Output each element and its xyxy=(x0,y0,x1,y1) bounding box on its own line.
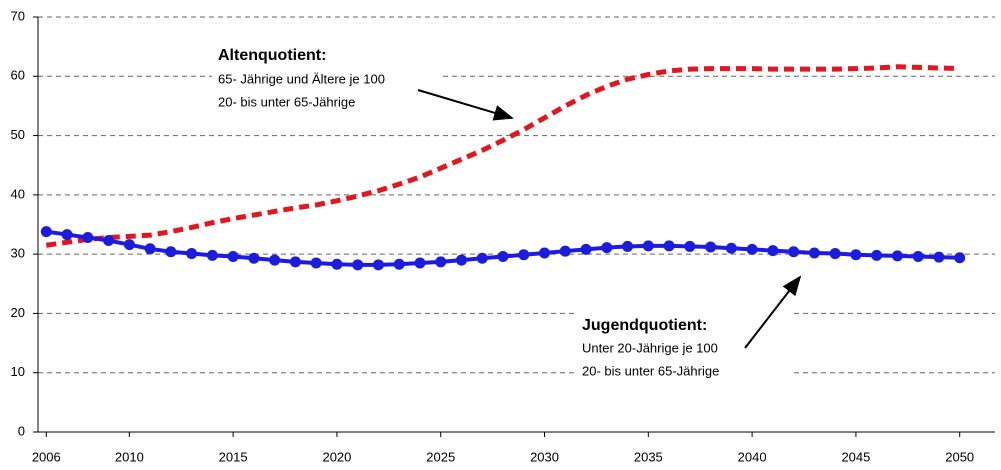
marker xyxy=(435,256,447,268)
marker xyxy=(954,252,966,264)
marker xyxy=(601,242,613,254)
marker xyxy=(705,241,717,253)
marker xyxy=(269,254,281,266)
marker xyxy=(206,249,218,261)
marker xyxy=(165,246,177,258)
marker xyxy=(227,251,239,263)
marker xyxy=(642,240,654,252)
marker xyxy=(186,248,198,260)
annotations: Altenquotient: 65- Jährige und Ältere je… xyxy=(212,42,802,384)
marker xyxy=(746,243,758,255)
marker xyxy=(476,252,488,264)
marker xyxy=(891,250,903,262)
marker xyxy=(103,235,115,247)
marker xyxy=(788,246,800,258)
x-tick-label: 2045 xyxy=(841,449,870,464)
y-tick-label: 10 xyxy=(11,364,25,379)
marker xyxy=(414,257,426,269)
marker xyxy=(829,248,841,260)
marker xyxy=(248,252,260,264)
y-tick-label: 50 xyxy=(11,127,25,142)
annotation-text: 20- bis unter 65-Jährige xyxy=(218,94,355,109)
marker xyxy=(580,243,592,255)
x-tick-label: 2035 xyxy=(634,449,663,464)
marker xyxy=(559,245,571,257)
marker xyxy=(539,247,551,259)
x-tick-label: 2006 xyxy=(32,449,61,464)
marker xyxy=(622,240,634,252)
y-tick-label: 30 xyxy=(11,246,25,261)
marker xyxy=(871,249,883,261)
arrow xyxy=(744,275,802,349)
y-tick-label: 70 xyxy=(11,8,25,23)
annotation-bg xyxy=(212,42,442,117)
marker xyxy=(850,249,862,261)
marker xyxy=(289,256,301,268)
marker xyxy=(352,259,364,271)
x-tick-label: 2040 xyxy=(738,449,767,464)
x-tick-label: 2010 xyxy=(115,449,144,464)
marker xyxy=(393,258,405,270)
marker xyxy=(912,251,924,263)
marker xyxy=(40,226,52,238)
series-line xyxy=(45,64,960,248)
x-tick-label: 2025 xyxy=(426,449,455,464)
x-tick-label: 2030 xyxy=(530,449,559,464)
marker xyxy=(518,249,530,261)
marker xyxy=(808,247,820,259)
y-tick-label: 20 xyxy=(11,305,25,320)
marker xyxy=(123,239,135,251)
marker xyxy=(372,259,384,271)
arrow xyxy=(417,89,514,121)
marker xyxy=(144,243,156,255)
x-tick-label: 2020 xyxy=(322,449,351,464)
marker xyxy=(455,254,467,266)
annotation-title: Jugendquotient: xyxy=(582,317,707,334)
marker xyxy=(725,242,737,254)
x-tick-label: 2015 xyxy=(219,449,248,464)
marker xyxy=(61,229,73,241)
annotation-text: 65- Jährige und Ältere je 100 xyxy=(218,71,385,86)
annotation-bg xyxy=(576,312,791,384)
marker xyxy=(310,257,322,269)
marker xyxy=(82,232,94,244)
marker xyxy=(497,251,509,263)
marker xyxy=(684,240,696,252)
annotation-text: 20- bis unter 65-Jährige xyxy=(582,363,719,378)
annotation-title: Altenquotient: xyxy=(218,47,326,64)
x-tick-label: 2050 xyxy=(945,449,974,464)
marker xyxy=(331,258,343,270)
marker xyxy=(663,240,675,252)
y-tick-label: 0 xyxy=(18,423,25,438)
marker xyxy=(933,251,945,263)
marker xyxy=(767,245,779,257)
y-tick-label: 60 xyxy=(11,68,25,83)
annotation-text: Unter 20-Jährige je 100 xyxy=(582,340,718,355)
y-tick-label: 40 xyxy=(11,186,25,201)
